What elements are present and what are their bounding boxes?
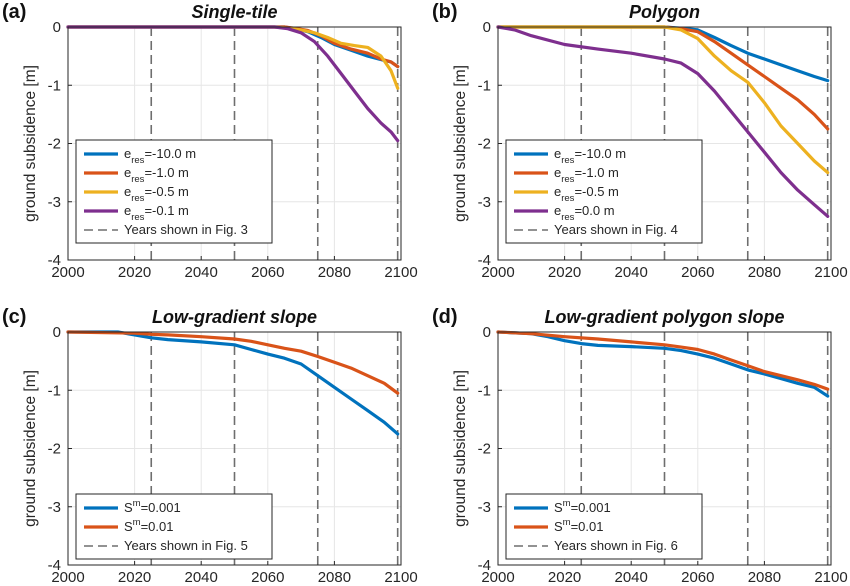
chart-panel-2: 2000 2020 2040 2060 2080 2100 0 -1 -2 -3 -4 ground … bbox=[432, 1, 848, 281]
x-tick-label: 2000 bbox=[51, 569, 84, 586]
x-tick-label: 2040 bbox=[185, 264, 218, 281]
y-tick-label: -4 bbox=[478, 252, 491, 269]
legend-entry-years: Years shown in Fig. 6 bbox=[554, 538, 678, 553]
legend-entry: eres=-0.1 m bbox=[124, 203, 189, 223]
y-tick-label: -3 bbox=[478, 194, 491, 211]
y-tick-label: -1 bbox=[478, 77, 491, 94]
y-tick-label: -4 bbox=[48, 557, 61, 574]
chart-panel-4: 2000 2020 2040 2060 2080 2100 0 -1 -2 -3 -4 ground … bbox=[432, 306, 848, 586]
series-line-1 bbox=[496, 330, 830, 398]
x-tick-label: 2060 bbox=[251, 569, 284, 586]
legend-entry: eres=-1.0 m bbox=[124, 165, 189, 185]
y-tick-label: -2 bbox=[478, 441, 491, 458]
legend-entry: Sm=0.01 bbox=[124, 517, 174, 534]
y-tick-label: -3 bbox=[48, 194, 61, 211]
panel-title: Single-tile bbox=[191, 2, 277, 22]
y-tick-label: 0 bbox=[53, 324, 61, 341]
y-tick-label: -1 bbox=[48, 382, 61, 399]
y-tick-label: -3 bbox=[478, 499, 491, 516]
x-tick-label: 2100 bbox=[384, 264, 417, 281]
series-line-2 bbox=[66, 25, 400, 69]
legend-entry: eres=-1.0 m bbox=[554, 165, 619, 185]
y-tick-label: -2 bbox=[48, 441, 61, 458]
panel-title: Polygon bbox=[629, 2, 700, 22]
series-line-1 bbox=[496, 25, 830, 83]
x-tick-label: 2020 bbox=[118, 264, 151, 281]
x-tick-label: 2020 bbox=[118, 569, 151, 586]
x-tick-label: 2040 bbox=[185, 569, 218, 586]
legend-entry: Sm=0.01 bbox=[554, 517, 604, 534]
x-tick-label: 2100 bbox=[814, 264, 847, 281]
series-line-3 bbox=[66, 25, 400, 90]
legend-entry-years: Years shown in Fig. 3 bbox=[124, 222, 248, 237]
x-tick-label: 2000 bbox=[481, 264, 514, 281]
x-tick-label: 2060 bbox=[681, 569, 714, 586]
legend-entry-years: Years shown in Fig. 5 bbox=[124, 538, 248, 553]
x-tick-label: 2040 bbox=[615, 569, 648, 586]
y-tick-label: 0 bbox=[53, 19, 61, 36]
legend-entry: eres=-0.5 m bbox=[124, 184, 189, 204]
x-tick-label: 2100 bbox=[814, 569, 847, 586]
legend-entry: Sm=0.001 bbox=[124, 498, 181, 515]
series-line-1 bbox=[66, 330, 400, 436]
x-tick-label: 2080 bbox=[748, 569, 781, 586]
series-line-2 bbox=[66, 330, 400, 395]
x-tick-label: 2060 bbox=[251, 264, 284, 281]
legend-entry: eres=0.0 m bbox=[554, 203, 615, 223]
x-tick-label: 2040 bbox=[615, 264, 648, 281]
y-tick-label: -1 bbox=[48, 77, 61, 94]
y-axis-label: ground subsidence [m] bbox=[452, 65, 469, 222]
y-axis-label: ground subsidence [m] bbox=[22, 370, 39, 527]
y-axis-label: ground subsidence [m] bbox=[22, 65, 39, 222]
y-axis-label: ground subsidence [m] bbox=[452, 370, 469, 527]
series-line-2 bbox=[496, 330, 830, 391]
y-tick-label: 0 bbox=[483, 324, 491, 341]
y-tick-label: -4 bbox=[478, 557, 491, 574]
panel-title: Low-gradient slope bbox=[152, 307, 317, 327]
series-line-4 bbox=[66, 25, 400, 143]
legend: Sm=0.001 Sm=0.01 Years shown in Fig. 6 bbox=[505, 493, 703, 560]
x-tick-label: 2060 bbox=[681, 264, 714, 281]
panel-label: (d) bbox=[432, 306, 458, 328]
x-tick-label: 2000 bbox=[481, 569, 514, 586]
y-tick-label: -2 bbox=[48, 136, 61, 153]
y-tick-label: -3 bbox=[48, 499, 61, 516]
y-tick-label: 0 bbox=[483, 19, 491, 36]
legend-entry: eres=-0.5 m bbox=[554, 184, 619, 204]
panel-title: Low-gradient polygon slope bbox=[545, 307, 785, 327]
x-tick-label: 2020 bbox=[548, 569, 581, 586]
legend: Sm=0.001 Sm=0.01 Years shown in Fig. 5 bbox=[75, 493, 273, 560]
x-tick-label: 2080 bbox=[318, 569, 351, 586]
legend-entry: eres=-10.0 m bbox=[124, 146, 196, 166]
panel-label: (c) bbox=[2, 306, 26, 328]
y-tick-label: -1 bbox=[478, 382, 491, 399]
x-tick-label: 2100 bbox=[384, 569, 417, 586]
panel-label: (b) bbox=[432, 1, 458, 23]
x-tick-label: 2020 bbox=[548, 264, 581, 281]
chart-panel-1: 2000 2020 2040 2060 2080 2100 0 -1 -2 -3 -4 ground … bbox=[2, 1, 418, 281]
x-tick-label: 2080 bbox=[318, 264, 351, 281]
series-line-2 bbox=[496, 25, 830, 131]
legend-entry-years: Years shown in Fig. 4 bbox=[554, 222, 678, 237]
legend-entry: eres=-10.0 m bbox=[554, 146, 626, 166]
legend-entry: Sm=0.001 bbox=[554, 498, 611, 515]
panel-label: (a) bbox=[2, 1, 26, 23]
y-tick-label: -4 bbox=[48, 252, 61, 269]
x-tick-label: 2000 bbox=[51, 264, 84, 281]
chart-panel-3: 2000 2020 2040 2060 2080 2100 0 -1 -2 -3 -4 ground … bbox=[2, 306, 418, 586]
x-tick-label: 2080 bbox=[748, 264, 781, 281]
y-tick-label: -2 bbox=[478, 136, 491, 153]
series-line-4 bbox=[496, 25, 830, 218]
series-line-3 bbox=[496, 25, 830, 175]
